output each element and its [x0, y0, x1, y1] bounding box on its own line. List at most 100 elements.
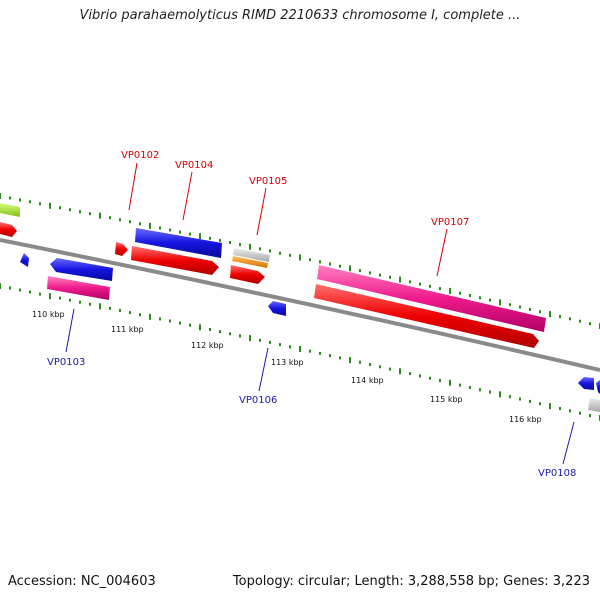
major-tick: [199, 324, 201, 331]
minor-tick: [109, 306, 111, 310]
gene-vp0103[interactable]: [47, 276, 110, 300]
minor-tick: [19, 288, 21, 292]
major-tick: [299, 254, 301, 261]
gene-vp0104[interactable]: [135, 228, 222, 258]
gene-label-vp0105[interactable]: VP0105: [249, 176, 287, 187]
tick-label: 110 kbp: [32, 310, 65, 319]
minor-tick: [369, 271, 371, 275]
minor-tick: [419, 374, 421, 378]
minor-tick: [69, 298, 71, 302]
minor-tick: [419, 282, 421, 286]
minor-tick: [579, 319, 581, 323]
minor-tick: [389, 275, 391, 279]
major-tick: [449, 379, 451, 386]
gene-vp0106[interactable]: [268, 301, 286, 316]
minor-tick: [309, 258, 311, 262]
minor-tick: [189, 323, 191, 327]
gene-label-vp0102[interactable]: VP0102: [121, 150, 159, 161]
minor-tick: [359, 360, 361, 364]
minor-tick: [409, 372, 411, 376]
major-tick: [349, 357, 351, 364]
major-tick: [149, 313, 151, 320]
minor-tick: [179, 321, 181, 325]
gene-blue-vp0103-upper[interactable]: [50, 258, 113, 281]
major-tick: [99, 212, 101, 219]
minor-tick: [379, 273, 381, 277]
minor-tick: [489, 390, 491, 394]
minor-tick: [569, 317, 571, 321]
minor-tick: [339, 264, 341, 268]
major-tick: [399, 276, 401, 283]
minor-tick: [409, 280, 411, 284]
tick-label: 112 kbp: [191, 341, 224, 350]
minor-tick: [9, 286, 11, 290]
minor-tick: [519, 397, 521, 401]
major-tick: [549, 311, 551, 318]
minor-tick: [469, 385, 471, 389]
minor-tick: [9, 196, 11, 200]
minor-tick: [119, 309, 121, 312]
gene-label-vp0104[interactable]: VP0104: [175, 160, 213, 171]
minor-tick: [129, 311, 131, 315]
minor-tick: [589, 322, 591, 326]
minor-tick: [219, 330, 221, 334]
minor-tick: [319, 260, 321, 264]
gene-red-vp0105-lower[interactable]: [230, 265, 265, 284]
minor-tick: [329, 262, 331, 266]
minor-tick: [509, 395, 511, 399]
upper-leader-lines: [128, 162, 448, 277]
gene-blue-small-left[interactable]: [20, 253, 29, 267]
gene-red-vp0104-lower[interactable]: [131, 246, 219, 275]
gene-red-left-edge[interactable]: [0, 222, 17, 237]
minor-tick: [539, 310, 541, 314]
tick-label: 111 kbp: [111, 325, 144, 334]
lower-tick-track: [0, 283, 600, 421]
minor-tick: [169, 228, 171, 232]
minor-tick: [289, 345, 291, 349]
minor-tick: [429, 284, 431, 288]
gene-blue-right-edge[interactable]: [596, 380, 600, 394]
minor-tick: [159, 317, 161, 321]
gene-label-vp0108[interactable]: VP0108: [538, 468, 576, 479]
major-tick: [399, 368, 401, 375]
minor-tick: [569, 409, 571, 413]
major-tick: [99, 303, 101, 310]
gene-vp0107[interactable]: [317, 265, 546, 332]
minor-tick: [559, 315, 561, 318]
summary-text: Topology: circular; Length: 3,288,558 bp…: [232, 574, 590, 589]
minor-tick: [529, 307, 531, 311]
minor-tick: [179, 230, 181, 234]
minor-tick: [519, 305, 521, 309]
minor-tick: [469, 294, 471, 297]
minor-tick: [169, 319, 171, 323]
minor-tick: [479, 388, 481, 392]
minor-tick: [89, 212, 91, 216]
gene-vp0105[interactable]: [233, 248, 270, 262]
gene-orange[interactable]: [232, 256, 268, 268]
minor-tick: [29, 290, 31, 294]
gene-label-vp0106[interactable]: VP0106: [239, 395, 277, 406]
minor-tick: [79, 300, 81, 304]
gene-label-vp0103[interactable]: VP0103: [47, 357, 85, 368]
minor-tick: [19, 198, 21, 202]
gene-gray-right-edge[interactable]: [588, 398, 600, 412]
minor-tick: [219, 238, 221, 242]
major-tick: [549, 403, 551, 410]
gene-red-vp0107-lower[interactable]: [314, 284, 539, 348]
gene-lime[interactable]: [0, 203, 20, 217]
gene-vp0102[interactable]: [115, 242, 128, 256]
minor-tick: [29, 200, 31, 204]
minor-tick: [279, 251, 281, 255]
minor-tick: [459, 383, 461, 387]
tick-label: 116 kbp: [509, 415, 542, 424]
minor-tick: [79, 210, 81, 214]
minor-tick: [59, 206, 61, 210]
minor-tick: [109, 216, 111, 220]
gene-vp0108[interactable]: [578, 377, 594, 390]
minor-tick: [389, 367, 391, 371]
major-tick: [249, 243, 251, 250]
minor-tick: [289, 253, 291, 257]
minor-tick: [39, 202, 41, 206]
gene-label-vp0107[interactable]: VP0107: [431, 217, 469, 228]
